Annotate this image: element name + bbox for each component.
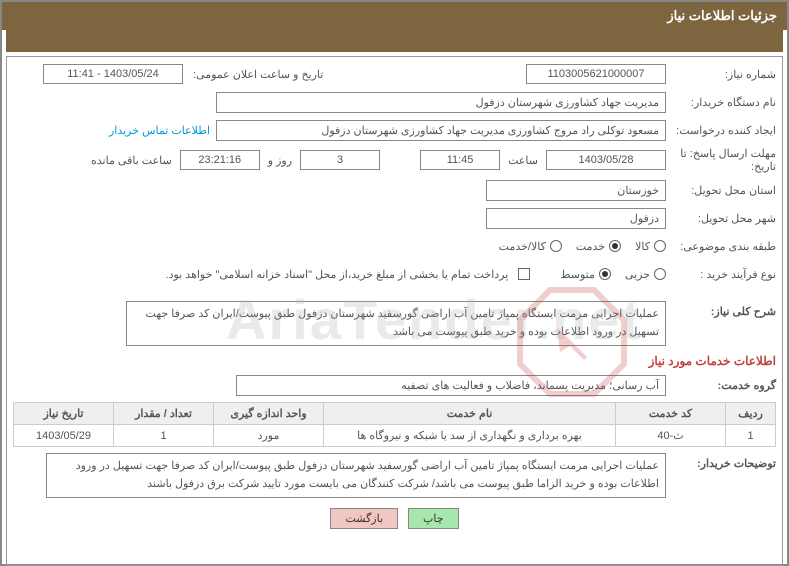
th-code: کد خدمت bbox=[616, 403, 726, 425]
category-radio-group: کالا خدمت کالا/خدمت bbox=[499, 240, 666, 253]
need-number-value: 1103005621000007 bbox=[526, 64, 666, 84]
content-panel: AriaTender.net شماره نیاز: 1103005621000… bbox=[6, 56, 783, 566]
divider-strip bbox=[6, 30, 783, 52]
contact-link[interactable]: اطلاعات تماس خریدار bbox=[109, 124, 210, 137]
need-number-label: شماره نیاز: bbox=[666, 68, 776, 81]
services-table: ردیف کد خدمت نام خدمت واحد اندازه گیری ت… bbox=[13, 402, 776, 447]
category-opt-0[interactable]: کالا bbox=[635, 240, 666, 253]
row-city: شهر محل تحویل: دزفول bbox=[13, 207, 776, 229]
deadline-countdown: 23:21:16 bbox=[180, 150, 260, 170]
th-date: تاریخ نیاز bbox=[14, 403, 114, 425]
row-overview: شرح کلی نیاز: عملیات اجرایی مرمت ایستگاه… bbox=[13, 301, 776, 346]
buyer-notes-label: توضیحات خریدار: bbox=[666, 453, 776, 470]
row-requester: ایجاد کننده درخواست: مسعود توکلی راد مرو… bbox=[13, 119, 776, 141]
deadline-label: مهلت ارسال پاسخ: تا تاریخ: bbox=[666, 147, 776, 173]
buyer-label: نام دستگاه خریدار: bbox=[666, 96, 776, 109]
th-name: نام خدمت bbox=[324, 403, 616, 425]
row-buyer: نام دستگاه خریدار: مدیریت جهاد کشاورزی ش… bbox=[13, 91, 776, 113]
row-province: استان محل تحویل: خوزستان bbox=[13, 179, 776, 201]
category-label: طبقه بندی موضوعی: bbox=[666, 240, 776, 253]
print-button[interactable]: چاپ bbox=[408, 508, 459, 529]
row-need-number: شماره نیاز: 1103005621000007 تاریخ و ساع… bbox=[13, 63, 776, 85]
th-idx: ردیف bbox=[726, 403, 776, 425]
process-opt-0[interactable]: جزیی bbox=[625, 268, 666, 281]
header-title: جزئیات اطلاعات نیاز bbox=[667, 8, 777, 23]
buyer-value: مدیریت جهاد کشاورزی شهرستان دزفول bbox=[216, 92, 666, 113]
row-deadline: مهلت ارسال پاسخ: تا تاریخ: 1403/05/28 سا… bbox=[13, 147, 776, 173]
row-service-group: گروه خدمت: آب رسانی؛ مدیریت پسماند، فاضل… bbox=[13, 374, 776, 396]
deadline-days: 3 bbox=[300, 150, 380, 170]
city-value: دزفول bbox=[486, 208, 666, 229]
row-buyer-notes: توضیحات خریدار: عملیات اجرایی مرمت ایستگ… bbox=[13, 453, 776, 498]
treasury-note: پرداخت تمام یا بخشی از مبلغ خرید،از محل … bbox=[166, 268, 509, 281]
process-label: نوع فرآیند خرید : bbox=[666, 268, 776, 281]
announce-value: 1403/05/24 - 11:41 bbox=[43, 64, 183, 84]
time-label: ساعت bbox=[500, 154, 546, 167]
remaining-label: ساعت باقی مانده bbox=[83, 154, 180, 167]
buyer-notes-text: عملیات اجرایی مرمت ایستگاه پمپاژ تامین آ… bbox=[46, 453, 666, 498]
table-row: 1 ث-40 بهره برداری و نگهداری از سد یا شب… bbox=[14, 425, 776, 447]
row-category: طبقه بندی موضوعی: کالا خدمت کالا/خدمت bbox=[13, 235, 776, 257]
header-bar: جزئیات اطلاعات نیاز bbox=[2, 2, 787, 30]
th-unit: واحد اندازه گیری bbox=[214, 403, 324, 425]
service-group-label: گروه خدمت: bbox=[666, 379, 776, 392]
services-title: اطلاعات خدمات مورد نیاز bbox=[13, 354, 776, 368]
overview-label: شرح کلی نیاز: bbox=[666, 301, 776, 318]
announce-label: تاریخ و ساعت اعلان عمومی: bbox=[183, 68, 323, 81]
requester-label: ایجاد کننده درخواست: bbox=[666, 124, 776, 137]
row-process: نوع فرآیند خرید : جزیی متوسط پرداخت تمام… bbox=[13, 263, 776, 285]
category-opt-2[interactable]: کالا/خدمت bbox=[499, 240, 562, 253]
footer-buttons: چاپ بازگشت bbox=[13, 508, 776, 529]
th-qty: تعداد / مقدار bbox=[114, 403, 214, 425]
back-button[interactable]: بازگشت bbox=[330, 508, 398, 529]
deadline-date: 1403/05/28 bbox=[546, 150, 666, 170]
overview-text: عملیات اجرایی مرمت ایستگاه پمپاژ تامین آ… bbox=[126, 301, 666, 346]
requester-value: مسعود توکلی راد مروج کشاورزی مدیریت جهاد… bbox=[216, 120, 666, 141]
process-radio-group: جزیی متوسط bbox=[560, 268, 666, 281]
days-label: روز و bbox=[260, 154, 300, 167]
province-label: استان محل تحویل: bbox=[666, 184, 776, 197]
treasury-checkbox[interactable] bbox=[518, 268, 530, 280]
province-value: خوزستان bbox=[486, 180, 666, 201]
service-group-value: آب رسانی؛ مدیریت پسماند، فاضلاب و فعالیت… bbox=[236, 375, 666, 396]
window: جزئیات اطلاعات نیاز AriaTender.net شماره… bbox=[0, 0, 789, 566]
deadline-time: 11:45 bbox=[420, 150, 500, 170]
category-opt-1[interactable]: خدمت bbox=[576, 240, 621, 253]
city-label: شهر محل تحویل: bbox=[666, 212, 776, 225]
process-opt-1[interactable]: متوسط bbox=[560, 268, 611, 281]
